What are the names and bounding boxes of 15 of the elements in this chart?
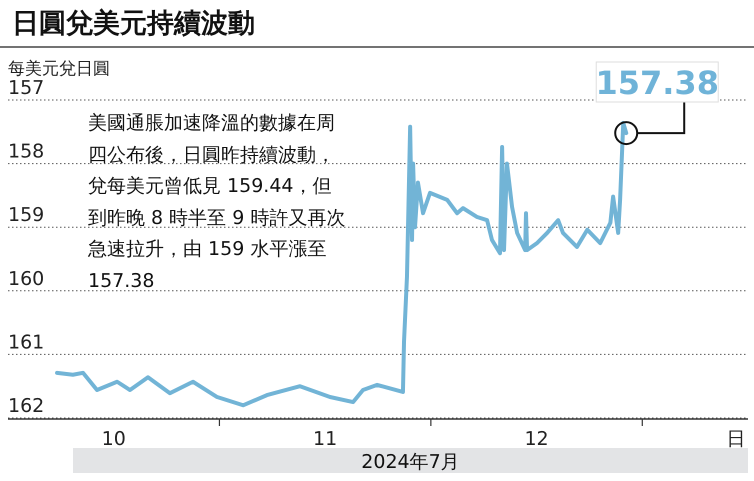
chart-title: 日圓兌美元持續波動 — [12, 8, 255, 39]
x-tick-label: 12 — [524, 428, 549, 450]
y-tick-label: 158 — [8, 140, 44, 163]
y-tick-label: 162 — [8, 395, 44, 417]
x-tick-label: 10 — [102, 428, 126, 450]
y-tick-label: 160 — [8, 268, 44, 290]
y-tick-label: 161 — [8, 331, 44, 354]
x-axis-title: 日 — [726, 428, 746, 450]
annotation: 157.38 — [595, 64, 719, 102]
y-tick-label: 159 — [8, 204, 44, 226]
y-tick-label: 157 — [8, 77, 44, 99]
x-tick-label: 11 — [313, 428, 338, 450]
text: 2024年7月 — [361, 451, 460, 473]
annotation: 美國通脹加速降溫的數據在周四公布後，日圓昨持續波動，兌每美元曾低見 159.44，但到昨晚 8 時半至 9 時許又再次急速拉升，由 159 水平漲至 157.38 — [88, 111, 346, 294]
y-axis-title: 每美元兌日圓 — [8, 59, 110, 79]
